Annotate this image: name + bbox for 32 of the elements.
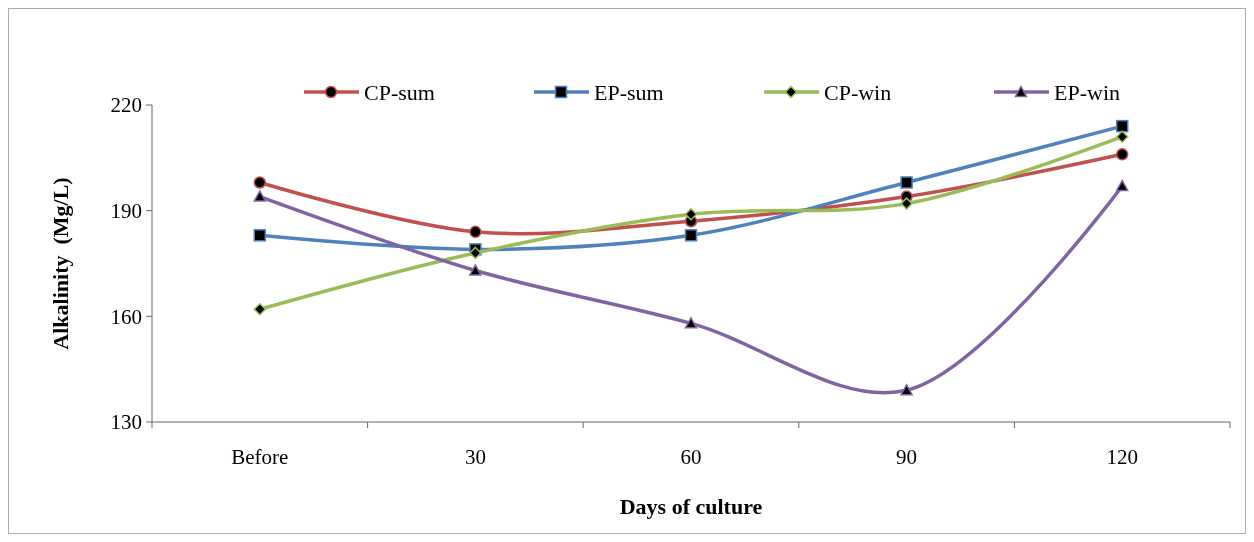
point xyxy=(253,176,267,189)
point xyxy=(253,229,267,242)
y-axis-title: Alkalinity (Mg/L) xyxy=(48,177,73,350)
point xyxy=(253,190,267,202)
point xyxy=(900,197,913,210)
point xyxy=(684,229,698,242)
y-tick-label: 160 xyxy=(110,304,142,329)
point xyxy=(1115,130,1129,143)
legend-label: CP-win xyxy=(824,79,892,105)
point xyxy=(469,246,482,260)
x-tick-label: 30 xyxy=(464,445,486,469)
y-tick-label: 130 xyxy=(110,410,142,435)
point xyxy=(684,207,698,221)
point xyxy=(1115,119,1129,133)
x-tick-label: 120 xyxy=(1106,445,1138,469)
point xyxy=(684,317,698,329)
legend-label: EP-win xyxy=(1054,79,1120,105)
y-tick-label: 220 xyxy=(110,93,142,118)
point xyxy=(469,264,482,276)
x-axis-title: Days of culture xyxy=(619,494,763,519)
x-tick-label: Before xyxy=(231,445,289,469)
point xyxy=(1115,148,1129,161)
x-tick-label: 90 xyxy=(896,445,918,469)
point xyxy=(900,384,913,396)
y-tick-label: 190 xyxy=(110,199,142,224)
x-tick-label: 60 xyxy=(680,445,702,469)
legend-label: CP-sum xyxy=(364,79,435,105)
point xyxy=(900,176,913,189)
point xyxy=(253,303,267,316)
point xyxy=(469,225,482,239)
legend-label: EP-sum xyxy=(594,79,664,105)
point xyxy=(1115,179,1129,192)
